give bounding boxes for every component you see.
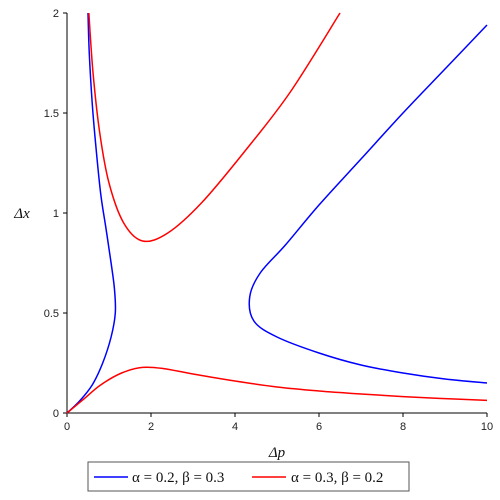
axes <box>66 13 487 414</box>
legend-box <box>87 461 410 492</box>
y-tick-label: 1 <box>53 208 59 220</box>
series-1-upper-branch <box>88 12 341 243</box>
series-1-lower-branch <box>66 366 488 414</box>
x-tick-label: 6 <box>316 421 322 433</box>
x-tick-label: 8 <box>400 421 406 433</box>
x-ticks: 0 2 4 6 8 10 <box>64 413 493 433</box>
x-axis-label: Δp <box>268 445 286 461</box>
y-tick-label: 0.5 <box>44 308 59 320</box>
y-tick-label: 1.5 <box>44 108 59 120</box>
y-tick-label: 0 <box>53 408 59 420</box>
series-0-right-branch <box>248 24 488 384</box>
y-ticks: 0 0.5 1 1.5 2 <box>44 8 67 420</box>
x-tick-label: 2 <box>148 421 154 433</box>
legend-label-series-0: α = 0.2, β = 0.3 <box>132 470 224 486</box>
y-tick-label: 2 <box>53 8 59 20</box>
plot-curves <box>66 12 488 414</box>
legend-label-series-1: α = 0.3, β = 0.2 <box>291 470 383 486</box>
legend: α = 0.2, β = 0.3 α = 0.3, β = 0.2 <box>87 461 410 492</box>
x-tick-label: 4 <box>232 421 238 433</box>
x-tick-label: 0 <box>64 421 70 433</box>
y-axis-label: Δx <box>13 206 30 222</box>
series-0-left-branch <box>66 12 117 414</box>
x-tick-label: 10 <box>481 421 493 433</box>
